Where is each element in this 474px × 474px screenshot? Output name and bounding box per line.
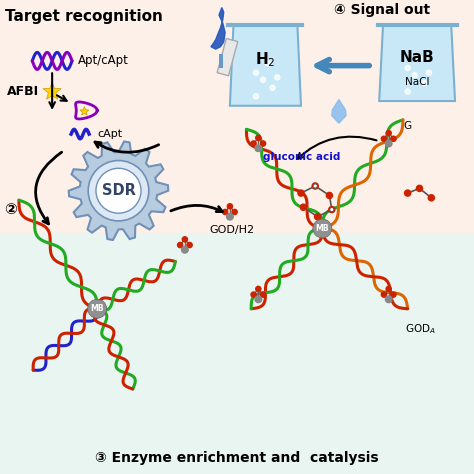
Circle shape: [312, 183, 319, 189]
Circle shape: [253, 94, 259, 99]
Circle shape: [405, 190, 410, 196]
Circle shape: [417, 56, 422, 61]
Circle shape: [256, 135, 261, 140]
Circle shape: [298, 190, 304, 196]
Circle shape: [255, 296, 262, 302]
Circle shape: [326, 192, 333, 199]
Circle shape: [182, 237, 188, 242]
Circle shape: [88, 299, 107, 318]
Bar: [217, 38, 238, 76]
Circle shape: [274, 75, 280, 80]
Circle shape: [182, 246, 188, 253]
Text: gluconic acid: gluconic acid: [263, 152, 340, 162]
Text: SDR: SDR: [101, 183, 136, 198]
Text: H$_2$: H$_2$: [255, 50, 276, 69]
Polygon shape: [80, 107, 89, 115]
Circle shape: [386, 286, 392, 292]
Polygon shape: [332, 100, 346, 123]
Text: GOD$_A$: GOD$_A$: [405, 322, 436, 336]
Circle shape: [256, 286, 261, 292]
Circle shape: [255, 145, 262, 152]
Circle shape: [315, 214, 321, 220]
Circle shape: [385, 140, 392, 147]
Circle shape: [391, 292, 396, 297]
Circle shape: [232, 210, 237, 215]
Circle shape: [330, 208, 334, 212]
Circle shape: [385, 296, 392, 302]
Circle shape: [412, 73, 418, 78]
Circle shape: [329, 207, 335, 213]
Text: Target recognition: Target recognition: [5, 9, 163, 24]
Text: cApt: cApt: [97, 129, 122, 139]
Circle shape: [251, 292, 256, 297]
Circle shape: [260, 141, 266, 146]
Circle shape: [427, 70, 432, 75]
Text: ④ Signal out: ④ Signal out: [334, 3, 430, 17]
Circle shape: [96, 168, 141, 213]
Circle shape: [177, 242, 182, 247]
Bar: [0, 2, 474, 247]
Bar: [0, 233, 474, 474]
Circle shape: [391, 136, 396, 141]
Polygon shape: [379, 26, 455, 101]
Text: MB: MB: [316, 224, 329, 233]
Text: AFBI: AFBI: [7, 85, 39, 98]
Circle shape: [253, 70, 259, 75]
Text: ③ Enzyme enrichment and  catalysis: ③ Enzyme enrichment and catalysis: [95, 451, 379, 465]
Circle shape: [386, 130, 392, 136]
Text: ②: ②: [4, 202, 17, 218]
Polygon shape: [69, 141, 168, 240]
Circle shape: [313, 184, 318, 188]
Circle shape: [270, 85, 275, 91]
Circle shape: [265, 61, 270, 66]
Circle shape: [301, 204, 307, 210]
Bar: [219, 54, 223, 68]
Circle shape: [416, 185, 423, 191]
Text: GOD/H2: GOD/H2: [210, 225, 255, 235]
Circle shape: [228, 204, 232, 209]
Circle shape: [422, 81, 427, 86]
Text: NaCl: NaCl: [405, 77, 429, 87]
Circle shape: [187, 242, 192, 247]
Circle shape: [428, 195, 434, 201]
Polygon shape: [43, 82, 61, 99]
Circle shape: [260, 292, 266, 297]
Circle shape: [313, 219, 332, 238]
Circle shape: [381, 292, 387, 297]
Text: NaB: NaB: [400, 50, 435, 65]
Text: G: G: [403, 121, 411, 131]
Circle shape: [381, 136, 387, 141]
Circle shape: [223, 210, 228, 215]
Polygon shape: [230, 26, 301, 106]
Circle shape: [260, 77, 266, 82]
Polygon shape: [211, 8, 225, 49]
Circle shape: [405, 65, 410, 71]
Text: Apt/cApt: Apt/cApt: [78, 55, 129, 67]
Circle shape: [88, 161, 149, 221]
Text: MB: MB: [91, 304, 104, 313]
Circle shape: [405, 89, 410, 94]
Circle shape: [251, 141, 256, 146]
Circle shape: [227, 213, 233, 220]
